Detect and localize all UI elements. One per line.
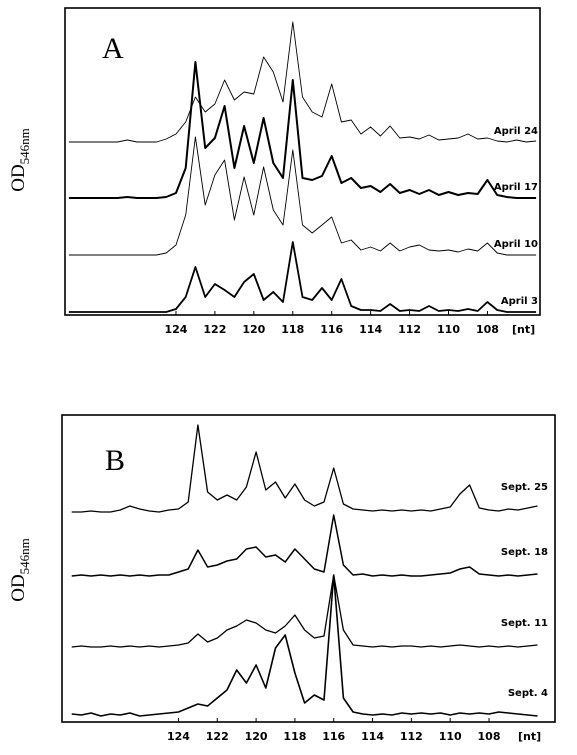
trace [71,424,538,513]
x-tick-label: 114 [361,730,384,743]
trace-label: Sept. 25 [501,482,548,493]
y-axis-label-main: OD [8,574,29,601]
x-axis-label: [nt] [512,323,535,336]
x-tick-label: 122 [203,323,226,336]
x-tick-label: 112 [400,730,423,743]
trace-label: April 17 [494,182,538,193]
x-tick-label: 124 [167,730,190,743]
x-tick-label: 108 [476,323,499,336]
y-axis-label-main: OD [8,164,29,191]
trace-label: April 24 [494,126,538,137]
x-axis-label: [nt] [518,730,541,743]
x-tick-label: 110 [437,323,460,336]
trace-label: April 10 [494,239,538,250]
x-tick-label: 120 [242,323,265,336]
trace [68,136,537,256]
panel-label: A [102,32,124,65]
trace [68,241,537,313]
x-tick-label: 118 [283,730,306,743]
trace [71,574,538,648]
x-tick-label: 120 [245,730,268,743]
trace [71,574,538,717]
y-axis-label-sub: 546nm [17,128,32,164]
y-axis-label: OD546nm [8,128,32,192]
trace-label: Sept. 4 [508,688,548,699]
panel-label: B [105,444,125,477]
plot-frame [61,414,556,723]
x-tick-label: 114 [359,323,382,336]
x-tick-label: 116 [322,730,345,743]
y-axis-label-sub: 546nm [17,538,32,574]
trace [68,61,537,199]
x-tick-label: 116 [320,323,343,336]
trace [71,514,538,577]
trace-label: Sept. 11 [501,618,548,629]
x-tick-label: 112 [398,323,421,336]
x-tick-label: 118 [281,323,304,336]
trace [68,21,537,143]
trace-label: April 3 [501,296,538,307]
x-tick-label: 124 [164,323,187,336]
x-tick-label: 110 [439,730,462,743]
x-tick-label: 122 [206,730,229,743]
plot-frame [64,7,541,316]
y-axis-label: OD546nm [8,538,32,602]
trace-label: Sept. 18 [501,547,548,558]
x-tick-label: 108 [478,730,501,743]
